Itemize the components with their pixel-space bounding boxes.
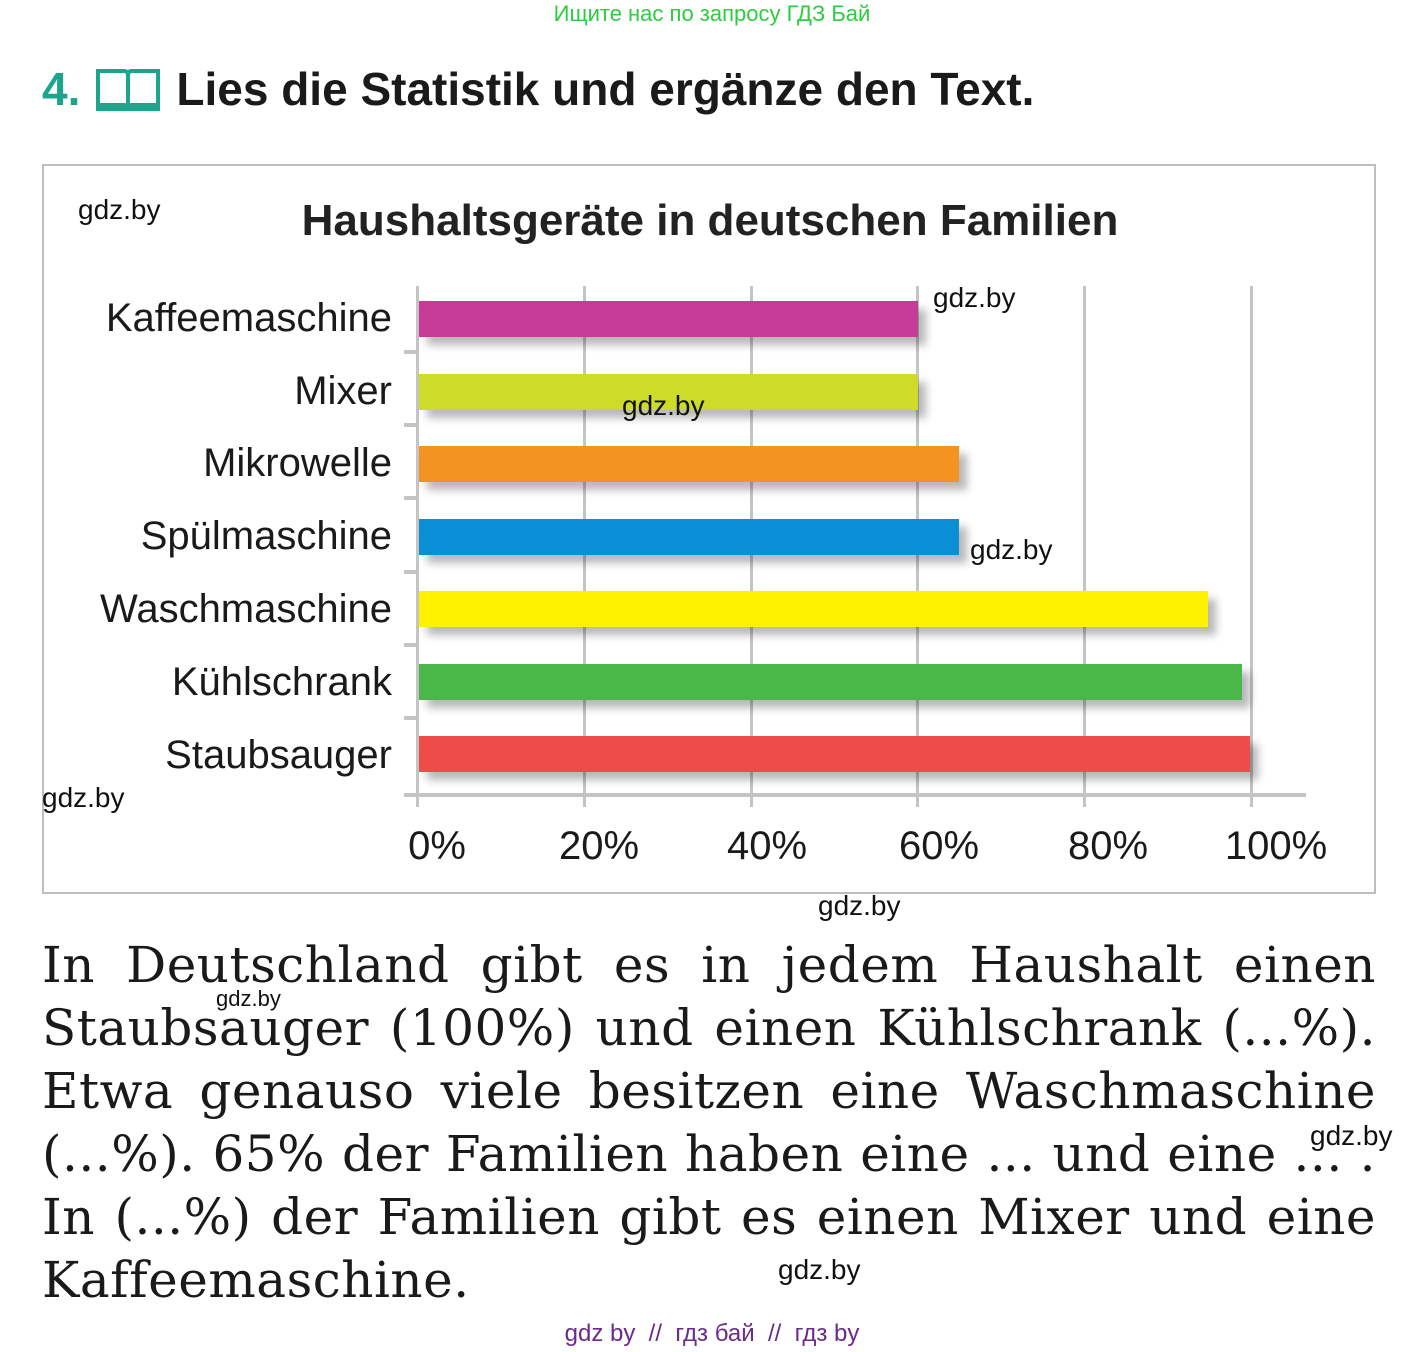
bar-kaffeemaschine: [419, 301, 918, 337]
x-tick-label: 20%: [558, 824, 640, 868]
category-label: Waschmaschine: [100, 587, 392, 631]
watermark: gdz.by: [778, 1254, 861, 1285]
watermark: gdz.by: [216, 986, 281, 1011]
task-title: Lies die Statistik und ergänze den Text.: [176, 63, 1035, 115]
x-tick-label: 80%: [1067, 824, 1149, 868]
task-number: 4.: [42, 63, 81, 115]
x-tick-label: 100%: [1224, 824, 1328, 868]
bar-mixer: [419, 374, 918, 410]
book-icon: [96, 69, 161, 111]
category-label: Spülmaschine: [140, 514, 392, 558]
x-axis: [404, 793, 1306, 797]
x-tick: [916, 795, 919, 807]
x-tick-label: 40%: [726, 824, 808, 868]
watermark: gdz.by: [818, 890, 901, 921]
gridline-100: [1250, 286, 1253, 794]
x-tick-label: 0%: [408, 824, 466, 868]
x-tick: [1250, 795, 1253, 807]
category-label: Kaffeemaschine: [105, 296, 392, 340]
x-tick: [416, 795, 419, 807]
x-tick: [750, 795, 753, 807]
search-banner: Ищите нас по запросу ГДЗ Бай: [553, 1, 871, 26]
x-tick-label: 60%: [898, 824, 980, 868]
watermark: gdz.by: [933, 282, 1016, 313]
gridline-80: [1083, 286, 1086, 794]
watermark: gdz.by: [42, 782, 125, 813]
watermark: gdz.by: [970, 534, 1053, 565]
x-tick: [1083, 795, 1086, 807]
bar-waschmaschine: [419, 591, 1209, 627]
y-tick: [404, 643, 418, 647]
bar-mikrowelle: [419, 446, 960, 482]
category-label: Kühlschrank: [171, 660, 392, 704]
chart-title-text: Haushaltsgeräte in deutschen Familien: [301, 196, 1119, 245]
exercise-text: In Deutschland gibt es in jedem Haushalt…: [42, 936, 1376, 1309]
bar-spuelmaschine: [419, 519, 960, 555]
watermark: gdz.by: [1310, 1120, 1393, 1151]
chart-frame: [42, 164, 1376, 894]
y-tick: [404, 496, 418, 500]
y-tick: [404, 423, 418, 427]
watermark: gdz.by: [78, 194, 161, 225]
chart-title: Haushaltsgeräte in deutschen Familien: [0, 196, 1424, 246]
x-tick: [583, 795, 586, 807]
bar-kuehlschrank: [419, 664, 1242, 700]
watermark: gdz.by: [622, 390, 705, 421]
bar-staubsauger: [419, 736, 1250, 772]
category-label: Staubsauger: [165, 733, 392, 777]
y-tick: [404, 716, 418, 720]
y-tick: [404, 570, 418, 574]
category-label: Mikrowelle: [203, 441, 392, 485]
category-label: Mixer: [294, 369, 392, 413]
y-tick: [404, 350, 418, 354]
y-axis: [416, 286, 419, 798]
footer-links: gdz by // гдз бай // гдз by: [564, 1320, 860, 1347]
task-heading: 4. Lies die Statistik und ergänze den Te…: [42, 62, 1034, 116]
